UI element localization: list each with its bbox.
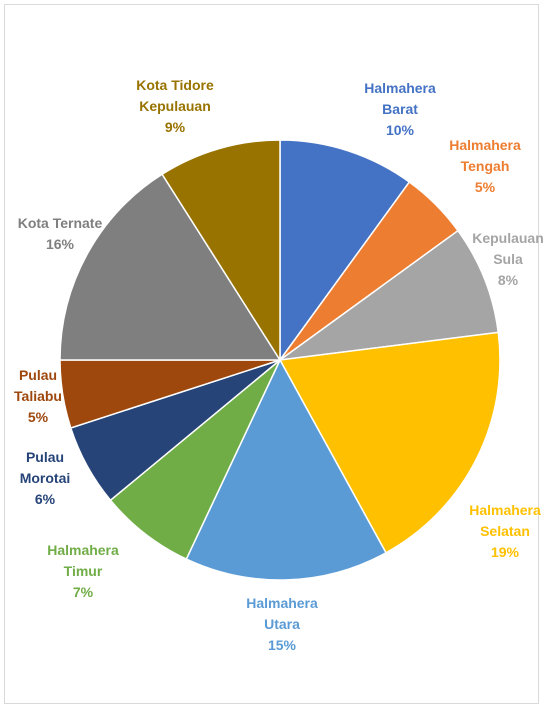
value-label: 8%: [497, 272, 519, 288]
category-name: Halmahera Selatan: [469, 502, 541, 539]
value-label: 5%: [27, 409, 49, 425]
slice-label: Halmahera Utara 15%: [232, 593, 332, 656]
category-name: Pulau Taliabu: [14, 367, 62, 404]
slice-label: Halmahera Selatan 19%: [455, 500, 545, 563]
category-name: Halmahera Barat: [364, 80, 436, 117]
value-label: 10%: [385, 122, 415, 138]
pie-slice: [59, 173, 282, 361]
slice-label: Halmahera Tengah 5%: [440, 135, 530, 198]
pie-slice: [278, 331, 501, 554]
pie-slice: [279, 229, 500, 361]
category-name: Pulau Morotai: [19, 449, 71, 486]
slice-label: Pulau Morotai 6%: [10, 447, 80, 510]
category-name: Kepulauan Sula: [472, 230, 544, 267]
pie-slice: [185, 358, 388, 581]
slice-label: Kota Ternate 16%: [10, 213, 110, 255]
category-name: Halmahera Tengah: [449, 137, 521, 174]
category-name: Halmahera Timur: [47, 542, 119, 579]
slice-label: Halmahera Timur 7%: [33, 540, 133, 603]
slice-label: Pulau Taliabu 5%: [3, 365, 73, 428]
value-label: 15%: [267, 637, 297, 653]
category-name: Halmahera Utara: [246, 595, 318, 632]
value-label: 9%: [164, 119, 186, 135]
value-label: 19%: [490, 544, 520, 560]
slice-label: Kota Tidore Kepulauan 9%: [115, 75, 235, 138]
slice-label: Halmahera Barat 10%: [355, 78, 445, 141]
category-name: Kota Ternate: [17, 215, 103, 231]
pie-slice: [279, 139, 411, 363]
value-label: 7%: [72, 584, 94, 600]
chart-frame: [4, 4, 539, 704]
slice-label: Kepulauan Sula 8%: [463, 228, 545, 291]
category-name: Kota Tidore Kepulauan: [136, 77, 214, 114]
value-label: 5%: [474, 179, 496, 195]
value-label: 6%: [34, 491, 56, 507]
value-label: 16%: [45, 236, 75, 252]
pie-slice: [161, 139, 281, 363]
